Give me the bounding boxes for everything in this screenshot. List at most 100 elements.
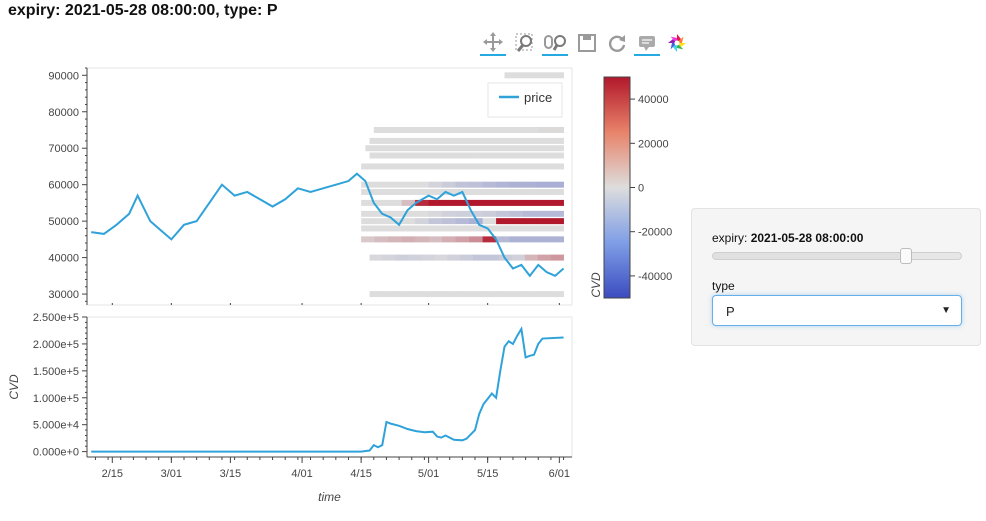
slider-handle[interactable] xyxy=(899,248,912,264)
save-icon xyxy=(578,34,596,52)
heatmap-cell xyxy=(388,163,403,170)
heatmap-cell xyxy=(418,145,432,152)
heatmap-cell xyxy=(388,188,403,195)
heatmap-cell xyxy=(388,210,403,217)
heatmap-cell xyxy=(511,152,526,159)
type-select-value: P xyxy=(726,304,735,319)
heatmap-cell xyxy=(523,225,537,232)
heatmap-cell xyxy=(460,254,474,261)
price-y-tick-label: 30000 xyxy=(48,289,79,301)
heatmap-cell xyxy=(536,210,551,217)
heatmap-cell xyxy=(487,126,501,133)
heatmap-cell xyxy=(485,152,500,159)
heatmap-cell xyxy=(523,210,537,217)
heatmap-cell xyxy=(536,181,551,188)
heatmap-cell xyxy=(424,126,438,133)
heatmap-cell xyxy=(498,291,513,298)
pan-tool[interactable] xyxy=(478,30,508,56)
heatmap-cell xyxy=(369,291,383,298)
heatmap-cell xyxy=(550,225,564,232)
heatmap-cell xyxy=(523,145,538,152)
chevron-down-icon: ▼ xyxy=(941,305,951,316)
heatmap-cell xyxy=(415,181,430,188)
heatmap-cell xyxy=(523,163,537,170)
heatmap-cell xyxy=(455,210,470,217)
heatmap-cell xyxy=(401,163,416,170)
colorbar-tick-label: -40000 xyxy=(638,271,672,283)
bokeh-logo[interactable] xyxy=(662,30,692,56)
hover-tool[interactable] xyxy=(632,30,662,56)
heatmap-cell xyxy=(524,254,539,261)
heatmap-cell xyxy=(550,181,564,188)
heatmap-cell xyxy=(550,152,564,159)
colorbar-label: CVD xyxy=(589,272,603,298)
heatmap-cell xyxy=(428,163,443,170)
save-tool[interactable] xyxy=(572,30,602,56)
expiry-label-prefix: expiry: xyxy=(712,231,751,245)
heatmap-cell xyxy=(536,199,551,206)
heatmap-cell xyxy=(408,291,422,298)
heatmap-cell xyxy=(382,137,396,144)
heatmap-cell xyxy=(421,254,435,261)
heatmap-cell xyxy=(388,236,403,243)
heatmap-cell xyxy=(537,152,552,159)
box-zoom-tool[interactable] xyxy=(510,30,540,56)
heatmap-cell xyxy=(421,152,435,159)
heatmap-cell xyxy=(374,199,389,206)
heatmap-cell xyxy=(496,188,510,195)
wheel-zoom-icon xyxy=(544,35,566,51)
heatmap-cell xyxy=(442,188,456,195)
heatmap-cell xyxy=(523,236,537,243)
heatmap-cell xyxy=(442,163,456,170)
heatmap-cell xyxy=(428,236,443,243)
cvd-x-tick-label: 2/15 xyxy=(102,468,123,480)
heatmap-cell xyxy=(361,236,376,243)
heatmap-cell xyxy=(361,225,376,232)
heatmap-cell xyxy=(401,181,416,188)
heatmap-cell xyxy=(524,152,539,159)
heatmap-cell xyxy=(374,218,389,225)
heatmap-cell xyxy=(373,126,387,133)
heatmap-cell xyxy=(469,199,483,206)
reset-tool[interactable] xyxy=(602,30,632,56)
heatmap-cell xyxy=(524,291,539,298)
heatmap-cell xyxy=(399,126,413,133)
heatmap-cell xyxy=(550,145,564,152)
heatmap-cell xyxy=(411,126,425,133)
price-y-tick-label: 70000 xyxy=(48,143,79,155)
heatmap-cell xyxy=(415,210,430,217)
expiry-slider[interactable] xyxy=(712,248,962,264)
cvd-x-tick-label: 5/01 xyxy=(418,468,439,480)
hover-icon xyxy=(639,36,655,51)
heatmap-cell xyxy=(485,137,500,144)
heatmap-cell xyxy=(512,126,527,133)
colorbar-tick-label: 20000 xyxy=(638,138,669,150)
heatmap-cell xyxy=(401,199,416,206)
heatmap-cell xyxy=(415,199,430,206)
heatmap-cell xyxy=(496,199,510,206)
heatmap-cell xyxy=(455,163,470,170)
heatmap-cell xyxy=(469,218,483,225)
heatmap-cell xyxy=(550,291,564,298)
price-y-tick-label: 90000 xyxy=(48,70,79,82)
heatmap-cell xyxy=(469,181,483,188)
legend-label: price xyxy=(524,90,552,105)
pan-icon xyxy=(483,32,503,52)
heatmap-cell xyxy=(523,181,537,188)
heatmap-cell xyxy=(473,152,487,159)
type-select[interactable]: P ▼ xyxy=(712,295,962,326)
heatmap-cell xyxy=(496,163,510,170)
heatmap-cell xyxy=(369,254,383,261)
cvd-x-tick-label: 6/01 xyxy=(549,468,570,480)
heatmap-cell xyxy=(415,236,430,243)
heatmap-cell xyxy=(455,181,470,188)
slider-fill xyxy=(713,253,906,259)
heatmap-cell xyxy=(460,291,474,298)
heatmap-cell xyxy=(496,210,510,217)
heatmap-cell xyxy=(437,126,451,133)
heatmap-cell xyxy=(485,254,500,261)
heatmap-cell xyxy=(455,199,470,206)
heatmap-cell xyxy=(408,254,422,261)
heatmap-cell xyxy=(462,126,476,133)
wheel-zoom-tool[interactable] xyxy=(540,30,570,56)
